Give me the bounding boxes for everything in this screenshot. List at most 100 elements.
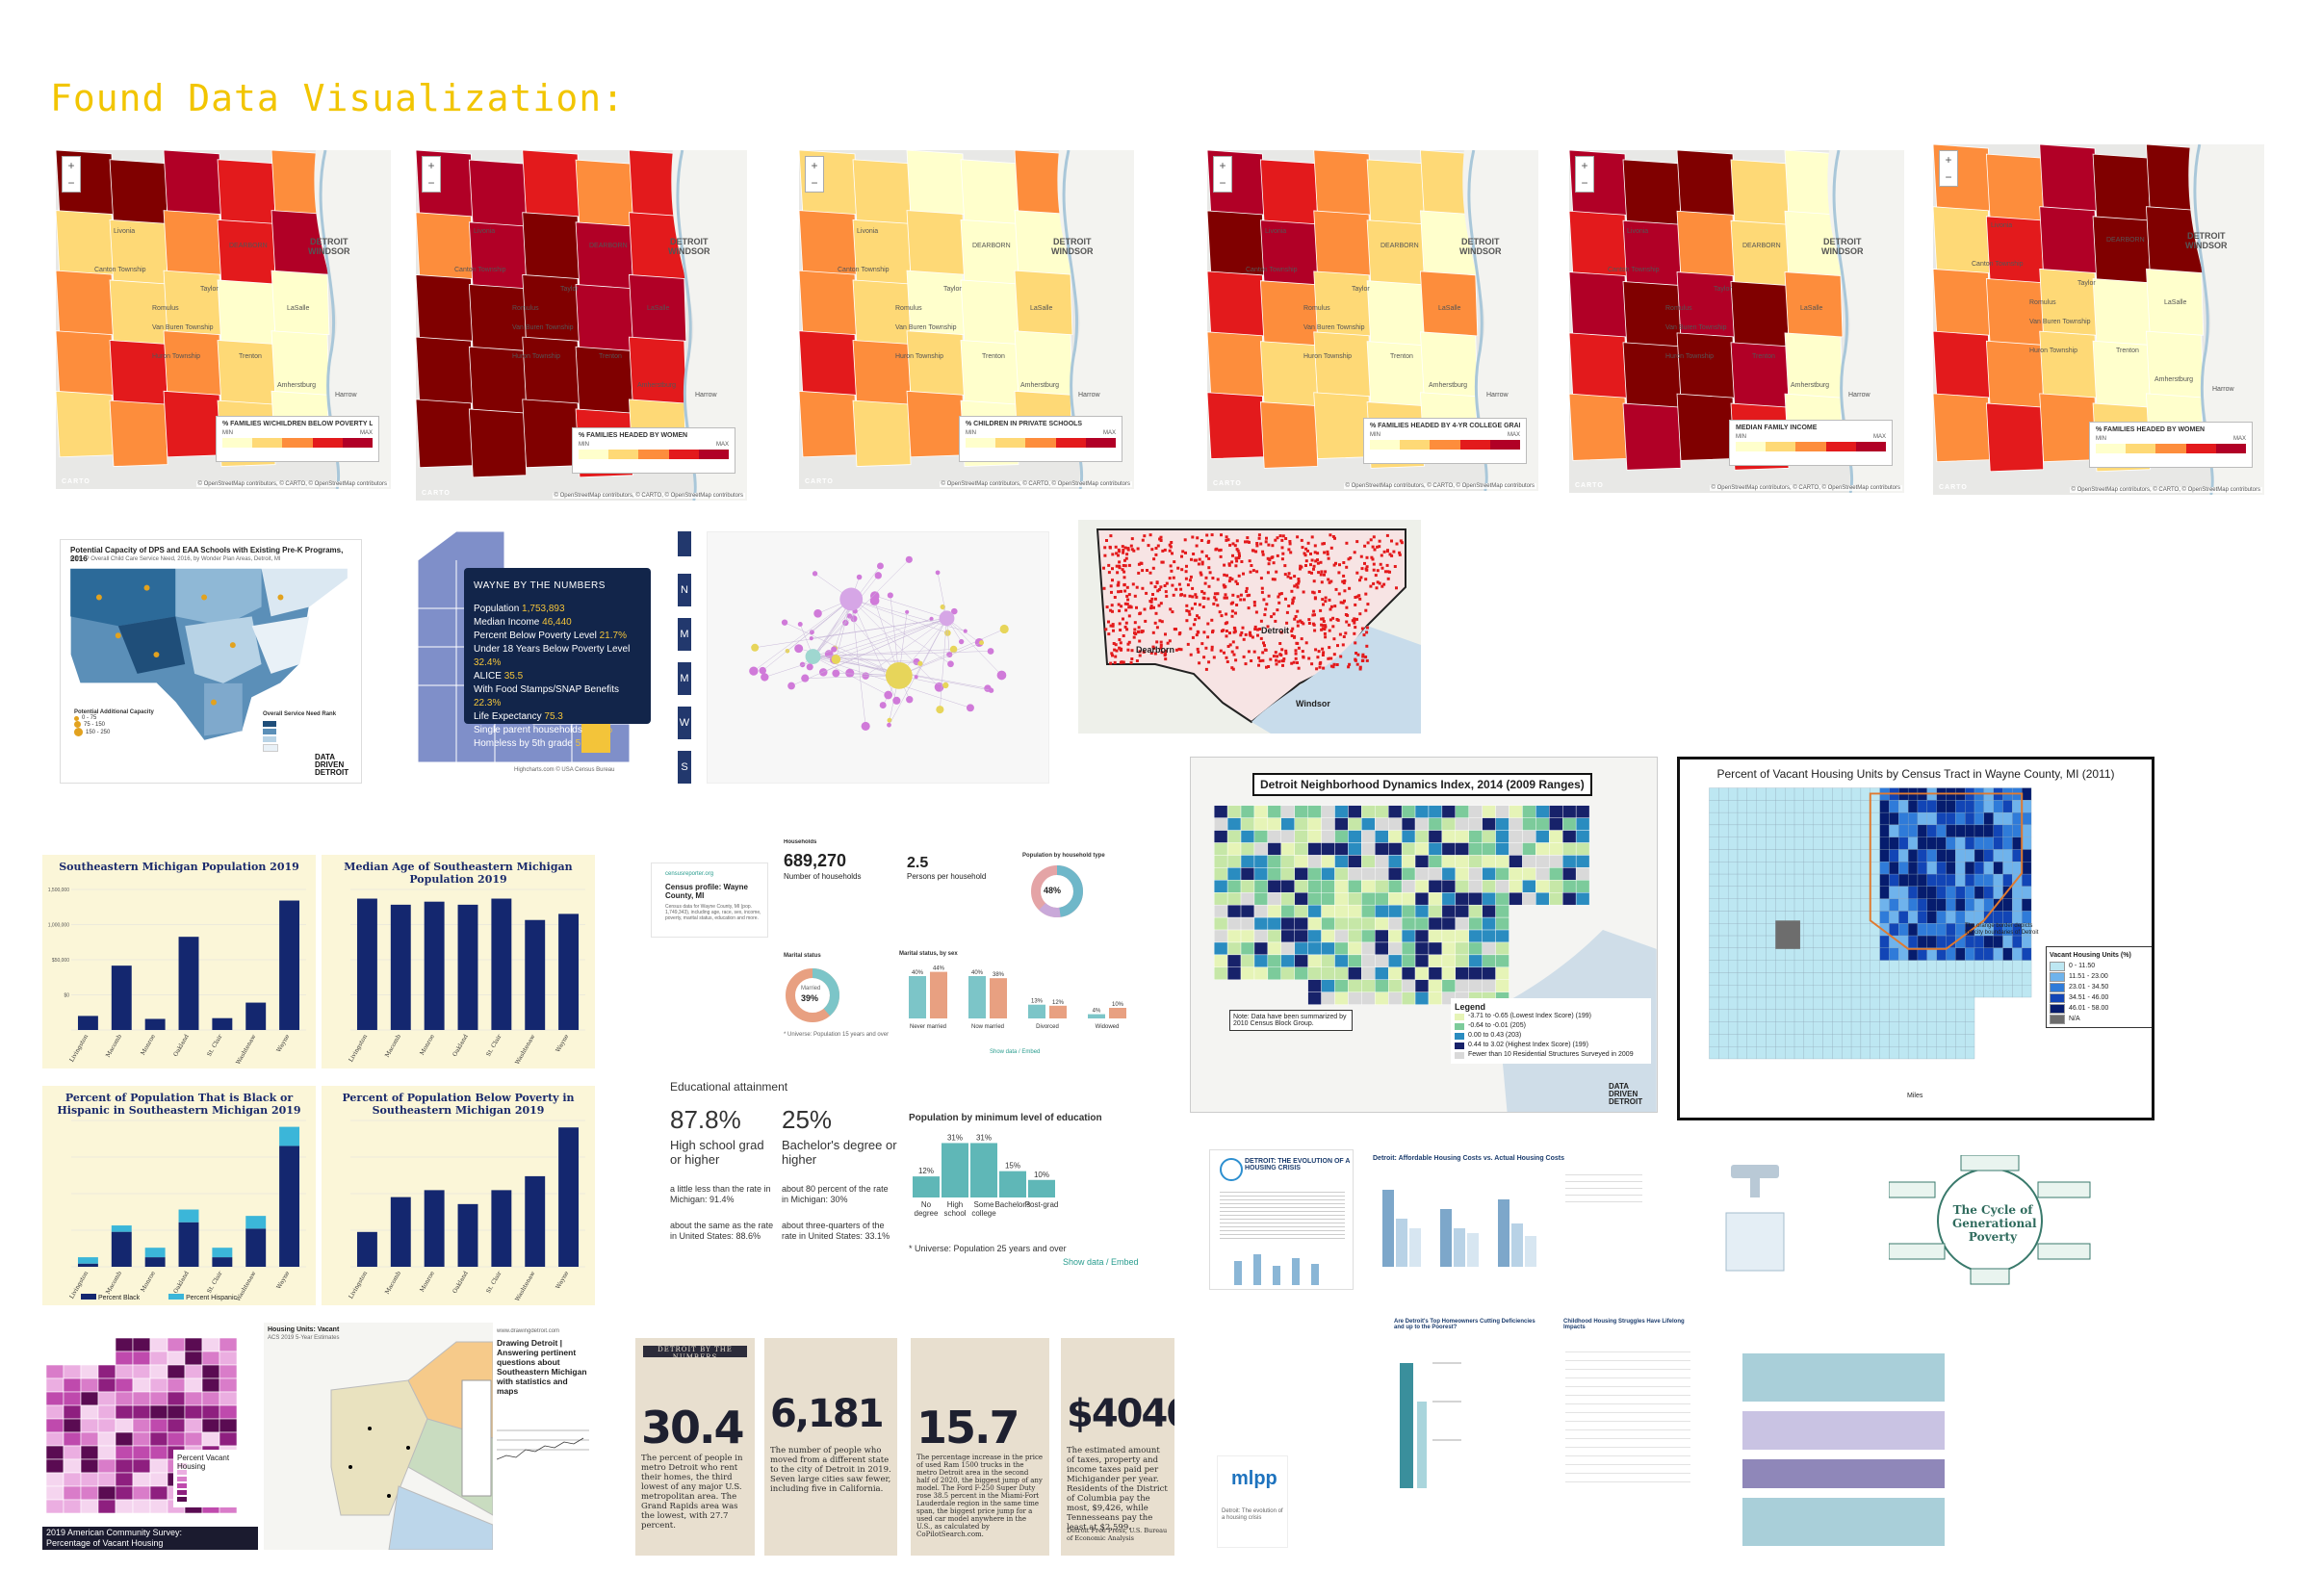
census-tract [1766,837,1776,850]
census-tract [1898,898,1909,912]
vacant-parcel [1204,576,1208,579]
bar-chart[interactable]: Median Age of Southeastern Michigan Popu… [322,855,595,1068]
choropleth-map[interactable]: + − DETROIT WINDSOR Livonia Canton Township R… [416,150,747,501]
magazine-stat-card[interactable]: 15.7 The percentage increase in the price… [911,1338,1049,1556]
vacant-parcel [1358,612,1362,616]
dynamics-index-map[interactable]: Detroit Neighborhood Dynamics Index, 201… [1190,757,1658,1113]
county-cell [115,1404,134,1420]
block-group [1562,817,1577,831]
choropleth-map[interactable]: + − DETROIT WINDSOR Livonia Canton Township R… [1569,150,1904,493]
census-tract [522,212,580,281]
census-tract [1737,972,1747,986]
side-tab[interactable]: N [678,574,691,606]
block-group [1441,817,1457,831]
census-tract [1842,1034,1852,1047]
block-group [1482,855,1496,868]
choropleth-map[interactable]: + − DETROIT WINDSOR Livonia Canton Township R… [1207,150,1538,491]
vacant-parcel [1324,596,1328,600]
mlpp-homeowners-page[interactable]: Are Detroit's Top Homeowners Cutting Def… [1390,1315,1548,1498]
vacant-parcel [1291,602,1295,605]
mlpp-cycle-page[interactable]: The Cycle of Generational Poverty [1706,1149,2099,1290]
block-group [1361,941,1376,956]
red-parcel-map[interactable]: Detroit Windsor Dearborn [1078,520,1421,734]
wayne-numbers-map[interactable]: WAYNE BY THE NUMBERS Population 1,753,89… [418,531,657,776]
vacant-parcel [1353,621,1356,625]
housing-vacant-title: Housing Units: Vacant [268,1326,340,1333]
vacant-parcel [1230,560,1234,564]
vacant-parcel [1130,657,1134,660]
choropleth-map[interactable]: + − DETROIT WINDSOR Livonia Canton Township R… [799,150,1134,489]
mlpp-heading: DETROIT: THE EVOLUTION OF A HOUSING CRIS… [1245,1158,1351,1171]
education-panel[interactable]: Educational attainment 87.8% High school… [666,1078,1140,1276]
side-tab[interactable]: W [678,707,691,739]
census-tract [906,150,966,217]
vacant-parcel [1118,609,1122,613]
census-tract [1936,862,1947,875]
county-cell [149,1391,168,1406]
vacant-parcel [1130,537,1134,541]
vacant-parcel [1317,650,1321,654]
network-edge [813,610,856,657]
side-tab[interactable]: M [678,618,691,651]
place-label: Canton Township [1246,267,1298,273]
vacant-parcel [1356,653,1360,656]
pink-vacant-map[interactable]: Percent Vacant Housing 2019 American Com… [42,1323,258,1550]
vacant-parcel [1141,586,1145,590]
mlpp-things-page[interactable] [1733,1315,1956,1556]
side-tab[interactable]: S [678,751,691,784]
red-map-label: Detroit [1261,626,1289,635]
bar-chart[interactable]: Percent of Population Below Poverty in S… [322,1086,595,1305]
county-cell [45,1458,64,1474]
zoom-control[interactable]: + − [1939,150,1958,187]
zoom-control[interactable]: + − [422,156,441,193]
census-tract [1936,849,1947,862]
bar-chart[interactable]: Southeastern Michigan Population 2019 Liv… [42,855,316,1068]
vacant-housing-map[interactable]: Percent of Vacant Housing Units by Censu… [1677,757,2154,1120]
vacant-parcel [1354,626,1357,630]
census-tract [1965,800,1975,813]
census-tract [1803,811,1814,826]
census-tract [109,399,168,467]
mlpp-costs-page[interactable]: Detroit: Affordable Housing Costs vs. Ac… [1363,1149,1654,1290]
zoom-control[interactable]: + − [805,156,824,193]
zoom-control[interactable]: + − [62,156,81,193]
mlpp-caption: Detroit: The evolution of a housing cris… [1222,1508,1283,1521]
census-tract [1569,271,1628,340]
network-node [787,682,795,690]
mlpp-childhood-page[interactable]: Childhood Housing Struggles Have Lifelon… [1561,1315,1698,1498]
vacant-parcel [1202,656,1206,659]
network-graph[interactable] [707,531,1049,784]
mlpp-report-cover[interactable]: DETROIT: THE EVOLUTION OF A HOUSING CRIS… [1209,1149,1354,1290]
census-tract [1727,947,1739,961]
census-profile-card[interactable]: censusreporter.org Census profile: Wayne… [651,862,768,938]
census-households-panel[interactable]: Households 689,270 Number of households … [778,839,1159,1070]
prek-capacity-map[interactable]: Potential Capacity of DPS and EAA School… [60,539,362,784]
census-tract [1793,787,1805,801]
side-tab[interactable]: M [678,662,691,695]
education-show-data-link[interactable]: Show data / Embed [1063,1257,1139,1267]
census-show-data-link[interactable]: Show data / Embed [990,1049,1041,1055]
vacant-parcel [1206,541,1210,544]
drawing-detroit-card[interactable]: www.drawingdetroit.com Drawing Detroit |… [497,1328,591,1473]
block-group [1294,842,1308,856]
housing-vacant-map[interactable]: Housing Units: Vacant ACS 2019 5-Year Es… [264,1323,493,1550]
magazine-stat-card[interactable]: DETROIT BY THE NUMBERS 30.4 The percent of… [635,1338,755,1556]
block-group [1213,892,1228,906]
vacant-parcel [1280,557,1284,561]
vacant-parcel [1231,640,1235,644]
place-label: Romulus [2029,299,2056,306]
census-tract [1822,996,1833,1010]
vacant-parcel [1284,652,1288,656]
magazine-stat-card[interactable]: 6,181 The number of people who moved from… [764,1338,897,1556]
census-tract [1965,1009,1975,1022]
choropleth-map[interactable]: + − DETROIT WINDSOR Livonia Canton Township R… [1933,144,2264,495]
magazine-stat-card[interactable]: $4040The estimated amount of taxes, prop… [1061,1338,1174,1556]
mlpp-logo-card[interactable]: mlpp Detroit: The evolution of a housing… [1217,1455,1288,1548]
county-cell [149,1485,168,1501]
zoom-control[interactable]: + − [1575,156,1594,193]
vacant-parcel [1148,571,1152,575]
choropleth-map[interactable]: + − DETROIT WINDSOR Livonia Canton Township R… [56,150,391,489]
zoom-control[interactable]: + − [1213,156,1232,193]
bar-chart[interactable]: Percent of Population That is Black or H… [42,1086,316,1305]
census-tract [1737,947,1747,961]
